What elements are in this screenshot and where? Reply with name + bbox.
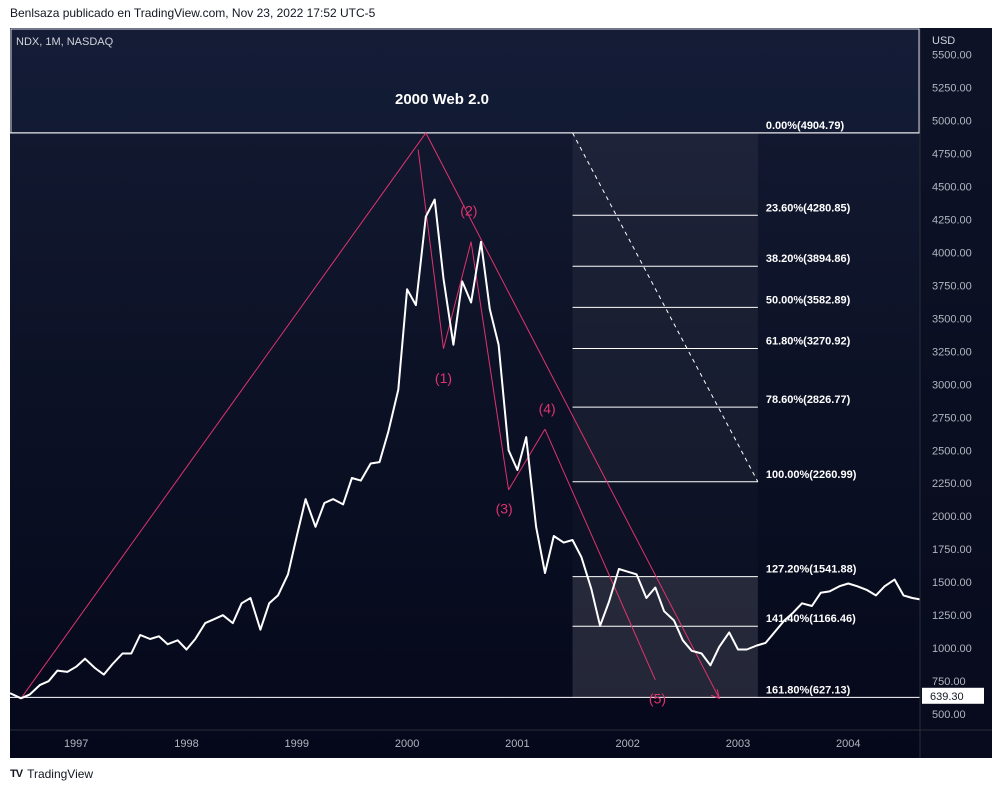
y-tick-4: 4500.00 — [932, 181, 972, 193]
y-tick-2: 5000.00 — [932, 115, 972, 127]
fib-label-7: 127.20%(1541.88) — [766, 564, 857, 576]
y-tick-1: 5250.00 — [932, 82, 972, 94]
fib-zone-middle — [573, 482, 758, 577]
price-axis-bg — [920, 28, 992, 758]
wave-line-4 — [470, 241, 510, 490]
x-tick-5: 2002 — [615, 738, 639, 750]
wave-line-3 — [443, 241, 472, 349]
y-tick-18: 1000.00 — [932, 643, 972, 655]
y-tick-16: 1500.00 — [932, 577, 972, 589]
y-tick-10: 3000.00 — [932, 379, 972, 391]
x-tick-4: 2001 — [505, 738, 529, 750]
y-tick-6: 4000.00 — [932, 247, 972, 259]
ndx-price-line — [10, 198, 921, 700]
publish-caption: Benlsaza publicado en TradingView.com, N… — [10, 6, 376, 20]
x-tick-3: 2000 — [395, 738, 419, 750]
y-tick-3: 4750.00 — [932, 148, 972, 160]
wave-label-3: (3) — [496, 501, 513, 517]
y-tick-0: 5500.00 — [932, 49, 972, 61]
y-tick-19: 750.00 — [932, 676, 966, 688]
footer-brand: TradingView — [27, 767, 94, 781]
wave-line-2 — [417, 149, 444, 349]
wave-label-4: (4) — [539, 400, 556, 416]
y-tick-7: 3750.00 — [932, 280, 972, 292]
fib-label-6: 100.00%(2260.99) — [766, 469, 857, 481]
fib-label-9: 161.80%(627.13) — [766, 684, 851, 696]
wave-line-5 — [508, 428, 546, 491]
wave-label-2: (2) — [460, 202, 477, 218]
tradingview-logo-icon: TV — [10, 768, 23, 780]
wave-line-1 — [425, 132, 720, 699]
x-tick-6: 2003 — [726, 738, 750, 750]
wave-line-6 — [544, 428, 656, 681]
y-tick-5: 4250.00 — [932, 214, 972, 226]
fib-label-3: 50.00%(3582.89) — [766, 294, 851, 306]
y-tick-11: 2750.00 — [932, 412, 972, 424]
arrow-head-1 — [711, 689, 720, 700]
fib-label-5: 78.60%(2826.77) — [766, 394, 851, 406]
fib-label-8: 141.40%(1166.46) — [766, 613, 856, 625]
currency-label: USD — [932, 35, 955, 47]
y-tick-14: 2000.00 — [932, 511, 972, 523]
y-tick-15: 1750.00 — [932, 544, 972, 556]
footer: TV TradingView — [10, 767, 93, 781]
wave-line-0 — [20, 132, 427, 699]
x-tick-0: 1997 — [64, 738, 88, 750]
wave-label-5: (5) — [649, 691, 666, 707]
y-tick-20: 500.00 — [932, 709, 966, 721]
fib-label-1: 23.60%(4280.85) — [766, 202, 851, 214]
fib-label-2: 38.20%(3894.86) — [766, 253, 851, 265]
fib-label-4: 61.80%(3270.92) — [766, 336, 851, 348]
chart-panel[interactable]: 2000 Web 2.0 0.00%(4904.79) 23.60%(4280.85… — [10, 28, 992, 758]
wave-label-1: (1) — [435, 370, 452, 386]
y-tick-9: 3250.00 — [932, 346, 972, 358]
last-price-label: 639.30 — [930, 691, 964, 703]
symbol-label: NDX, 1M, NASDAQ — [16, 36, 114, 48]
y-tick-13: 2250.00 — [932, 478, 972, 490]
y-tick-17: 1250.00 — [932, 610, 972, 622]
last-price-badge — [922, 687, 984, 704]
chart-title: 2000 Web 2.0 — [395, 91, 489, 108]
y-tick-12: 2500.00 — [932, 445, 972, 457]
chart-svg[interactable]: 2000 Web 2.0 0.00%(4904.79) 23.60%(4280.85… — [10, 28, 992, 758]
fib-dashed-line — [572, 132, 759, 483]
x-tick-7: 2004 — [836, 738, 860, 750]
y-tick-8: 3500.00 — [932, 313, 972, 325]
fib-label-0: 0.00%(4904.79) — [766, 120, 845, 132]
x-tick-2: 1999 — [285, 738, 309, 750]
x-tick-1: 1998 — [174, 738, 198, 750]
header-box — [10, 28, 920, 134]
